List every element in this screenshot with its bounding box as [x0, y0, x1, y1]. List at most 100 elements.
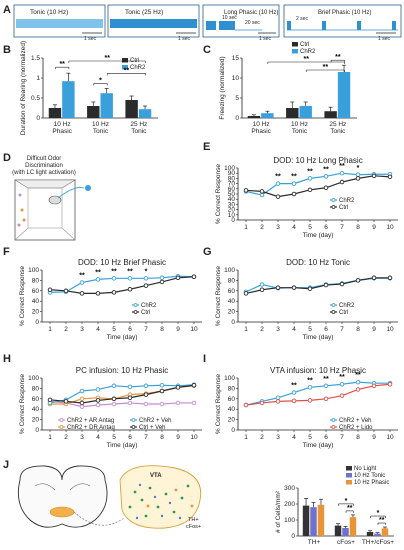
chart-title: DOD: 10 Hz Brief Phasic — [78, 258, 166, 267]
vta-region-icon — [49, 506, 75, 518]
panel-label-c: C — [203, 44, 211, 56]
y-tick-label: 20 — [228, 309, 236, 316]
x-tick-label: 2 — [260, 434, 264, 441]
stim-tonic25-scale: 1 sec — [178, 36, 190, 42]
series-line-chr2 — [245, 172, 390, 196]
legend-label-chr2-lido: ChR2 + Lido — [339, 425, 373, 431]
panel-a-stim-protocols: Tonic (10 Hz) 1 sec Tonic (25 Hz) 1 sec … — [13, 4, 402, 42]
data-point-chr2-ar-antag-10 — [191, 400, 197, 406]
data-point-chr2-veh-5 — [307, 385, 313, 390]
data-point-chr2-4 — [291, 181, 297, 186]
data-point-ctrl-veh-5 — [111, 396, 117, 402]
stim-tonic10-label: Tonic (10 Hz) — [30, 9, 68, 16]
bar-ctrl-3 — [125, 100, 138, 118]
y-tick-label: 0 — [35, 427, 39, 434]
y-tick-label: 60 — [32, 288, 40, 295]
bar-10-hz-phasic-1 — [317, 504, 325, 536]
x-axis-label: Time (day) — [303, 334, 334, 341]
panel-label-g: G — [203, 246, 212, 258]
x-axis-label: Time (day) — [303, 442, 334, 449]
significance-marker: ** — [379, 517, 385, 524]
panel-label-b: B — [3, 44, 11, 56]
bar-no-light-3 — [366, 532, 374, 536]
data-point-chr2-4 — [95, 277, 101, 282]
x-tick-label: 4 — [96, 326, 100, 333]
x-tick-label: 6 — [324, 434, 328, 441]
series-line-ctrl — [49, 276, 195, 294]
legend-label-10-hz-tonic: 10 Hz Tonic — [354, 473, 385, 479]
data-point-chr2-lido-5 — [307, 398, 313, 403]
data-point-ctrl-4 — [95, 291, 101, 296]
series-line-chr2 — [245, 277, 390, 293]
x-tick-label: 10 — [386, 224, 394, 231]
y-tick-label: 40 — [228, 298, 236, 305]
data-point-chr2-lido-8 — [355, 387, 361, 392]
stim-longphasic-label: Long Phasic (10 Hz) — [224, 10, 278, 16]
legend-swatch-10-hz-tonic — [346, 473, 352, 478]
x-tick-label: 2 — [260, 326, 264, 333]
y-axis-label: % Correct Response — [19, 266, 26, 326]
y-tick-label: 80 — [228, 175, 236, 182]
legend-label-chr2: ChR2 — [339, 303, 355, 309]
x-tick-label: 6 — [324, 326, 328, 333]
y-tick-label: 10 — [232, 75, 240, 82]
significance-marker: ** — [323, 376, 329, 383]
data-point-chr2-2 — [259, 282, 265, 287]
stim-briefphasic-label: Brief Phasic (10 Hz) — [318, 10, 371, 16]
data-point-ctrl-2 — [259, 189, 265, 194]
significance-marker: ** — [291, 174, 297, 181]
d-text-line1: Difficult Odor — [27, 156, 62, 162]
x-tick-label: 1 — [48, 434, 52, 441]
significance-marker: ** — [291, 383, 297, 390]
bar-no-light-1 — [302, 505, 310, 536]
x-tick-label-line2: Tonic — [330, 128, 346, 135]
stim-briefphasic-scale: 1 sec — [378, 36, 390, 42]
y-tick-label: 40 — [228, 196, 236, 203]
bar-ctrl-2 — [286, 108, 299, 118]
x-tick-label: 10 — [386, 326, 394, 333]
data-point-chr2-2 — [259, 192, 265, 198]
y-tick-label: 60 — [228, 396, 236, 403]
data-point-chr2-ar-antag-4 — [95, 402, 101, 408]
y-tick-label: 90 — [228, 170, 236, 177]
x-tick-label: TH+ — [308, 539, 321, 546]
x-tick-label: 4 — [96, 434, 100, 441]
significance-marker: ** — [307, 377, 313, 384]
y-tick-label: 0.5 — [31, 95, 40, 102]
data-point-chr2-dr-antag-3 — [79, 396, 85, 402]
j-cell-label-cfos: cFos+ — [186, 524, 201, 530]
chart-b: 0 0.5 1 1.5 Duration of Rearing (normalized)… — [20, 41, 158, 135]
data-point-ctrl-3 — [275, 285, 281, 290]
legend-swatch-chr2 — [122, 65, 128, 70]
data-point-chr2-veh-3 — [79, 388, 85, 394]
significance-marker: ** — [95, 269, 101, 276]
y-tick-label: 60 — [228, 288, 236, 295]
x-tick-label: 5 — [112, 326, 116, 333]
x-tick-label: 2 — [260, 224, 264, 231]
significance-marker: ** — [127, 268, 133, 275]
x-tick-label-line2: Phasic — [52, 128, 72, 135]
x-tick-label: 9 — [176, 434, 180, 441]
data-point-chr2-5 — [111, 276, 117, 281]
legend-swatch-ctrl — [292, 42, 298, 47]
x-tick-label: 4 — [292, 326, 296, 333]
data-point-ctrl-1 — [243, 188, 249, 193]
x-tick-label: cFos+ — [337, 539, 355, 546]
legend-label-chr2-dr-antag: ChR2 + DR Antag — [67, 425, 115, 431]
data-point-ctrl-9 — [371, 275, 377, 281]
x-tick-label: 6 — [128, 434, 132, 441]
data-point-chr2-5 — [307, 176, 313, 181]
data-point-chr2-veh-6 — [127, 384, 133, 390]
data-point-chr2-veh-3 — [275, 395, 281, 401]
data-point-chr2-lido-7 — [339, 393, 345, 398]
y-tick-label: 0 — [36, 115, 40, 122]
panel-d-illustration: Difficult Odor Discrimination (with LC l… — [12, 156, 91, 241]
y-tick-label: 40 — [32, 298, 40, 305]
data-point-ctrl-2 — [63, 288, 69, 294]
data-point-chr2-ar-antag-7 — [143, 401, 149, 407]
data-point-chr2-veh-7 — [143, 383, 149, 389]
legend-label-chr2-veh: ChR2 + Veh — [139, 418, 172, 424]
stim-longphasic-off: 20 sec — [245, 20, 260, 26]
